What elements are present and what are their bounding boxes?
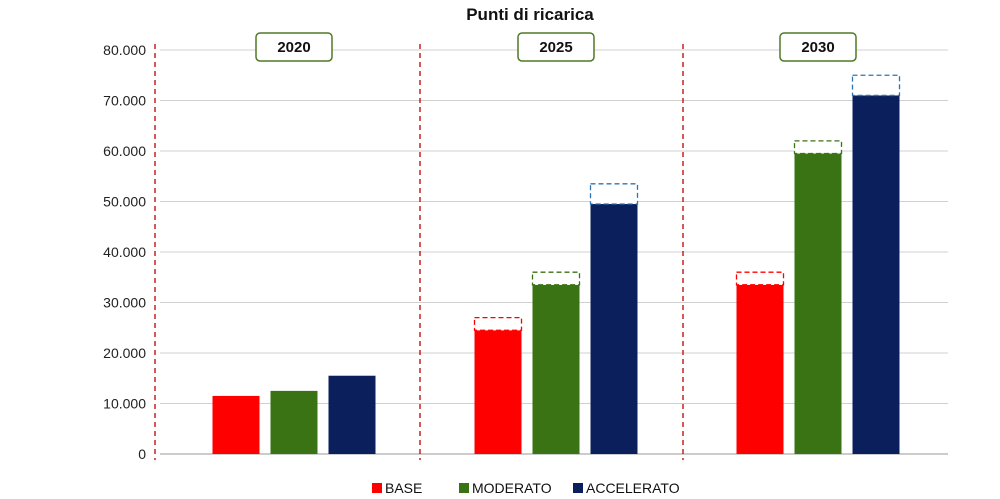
range-boxes bbox=[473, 74, 901, 331]
range-box-accelerato-2025 bbox=[589, 183, 639, 205]
legend-swatch-moderato bbox=[459, 483, 469, 493]
legend-label-moderato: MODERATO bbox=[472, 480, 552, 496]
bar-base-2020 bbox=[212, 395, 260, 454]
period-label-2030: 2030 bbox=[801, 39, 834, 56]
legend-label-accelerato: ACCELERATO bbox=[586, 480, 680, 496]
range-box-accelerato-2030 bbox=[851, 74, 901, 97]
period-label-2020: 2020 bbox=[277, 39, 310, 56]
y-tick-label: 0 bbox=[138, 446, 146, 462]
range-box-moderato-2025 bbox=[531, 271, 581, 286]
y-tick-label: 80.000 bbox=[103, 42, 146, 58]
y-tick-label: 30.000 bbox=[103, 295, 146, 311]
period-box bbox=[255, 32, 333, 62]
bar-accelerato-2030 bbox=[852, 95, 900, 454]
y-tick-label: 40.000 bbox=[103, 244, 146, 260]
period-box bbox=[779, 32, 857, 62]
period-labels: 2020 2025 2030 bbox=[255, 32, 857, 62]
bar-moderato-2030 bbox=[794, 153, 842, 454]
bar-base-2030 bbox=[736, 284, 784, 454]
period-box bbox=[517, 32, 595, 62]
bar-accelerato-2020 bbox=[328, 375, 376, 454]
y-tick-label: 50.000 bbox=[103, 194, 146, 210]
y-tick-label: 70.000 bbox=[103, 93, 146, 109]
y-tick-label: 10.000 bbox=[103, 396, 146, 412]
bars bbox=[212, 95, 900, 454]
legend-swatch-base bbox=[372, 483, 382, 493]
y-tick-label: 60.000 bbox=[103, 143, 146, 159]
y-axis-ticks: 0 10.000 20.000 30.000 40.000 50.000 60.000 70.… bbox=[103, 42, 146, 462]
period-label-2025: 2025 bbox=[539, 39, 572, 56]
bar-accelerato-2025 bbox=[590, 204, 638, 454]
range-box-moderato-2030 bbox=[793, 140, 843, 155]
legend-swatch-accelerato bbox=[573, 483, 583, 493]
bar-moderato-2025 bbox=[532, 284, 580, 454]
bar-moderato-2020 bbox=[270, 390, 318, 454]
bar-base-2025 bbox=[474, 330, 522, 454]
y-tick-label: 20.000 bbox=[103, 345, 146, 361]
legend: BASE MODERATO ACCELERATO bbox=[372, 480, 680, 496]
chart-title: Punti di ricarica bbox=[466, 5, 594, 24]
range-box-base-2030 bbox=[735, 271, 785, 286]
range-box-base-2025 bbox=[473, 316, 523, 331]
period-separators bbox=[154, 44, 684, 460]
legend-label-base: BASE bbox=[385, 480, 422, 496]
